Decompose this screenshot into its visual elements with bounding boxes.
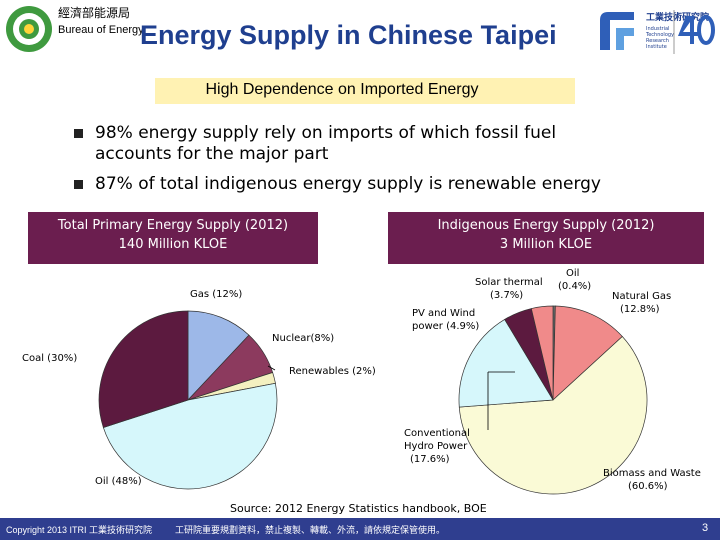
bullet-1-line-2: accounts for the major part <box>95 144 329 164</box>
footer-bar <box>0 518 720 540</box>
bullet-square-icon <box>74 180 83 189</box>
label-indig-oil-2: (0.4%) <box>558 281 591 292</box>
label-biomass-2: (60.6%) <box>628 481 668 492</box>
bullet-square-icon <box>74 129 83 138</box>
label-coal: Coal (30%) <box>22 353 77 364</box>
label-pv-wind-1: PV and Wind <box>412 308 475 319</box>
label-solar-thermal-2: (3.7%) <box>490 290 523 301</box>
left-chart-header: Total Primary Energy Supply (2012) 140 M… <box>28 212 318 264</box>
label-natural-gas-2: (12.8%) <box>620 304 660 315</box>
left-chart-subtitle: 140 Million KLOE <box>118 237 228 252</box>
indigenous-supply-pie <box>458 305 648 495</box>
label-solar-thermal-1: Solar thermal <box>475 277 543 288</box>
subtitle-banner <box>155 78 575 104</box>
label-renewables: Renewables (2%) <box>289 366 376 377</box>
bullet-1-line-1: 98% energy supply rely on imports of whi… <box>95 123 557 143</box>
renewables-leader-line <box>267 365 276 371</box>
page-number: 3 <box>702 522 709 534</box>
page-subtitle: High Dependence on Imported Energy <box>205 81 479 98</box>
left-chart-title: Total Primary Energy Supply (2012) <box>57 218 289 233</box>
confidential-note: 工研院重要規劃資料，禁止複製、轉載、外流，請依規定保管使用。 <box>175 526 446 536</box>
label-oil: Oil (48%) <box>95 476 142 487</box>
label-hydro-3: (17.6%) <box>410 454 450 465</box>
total-supply-pie <box>98 310 278 490</box>
indigenous-slice-5 <box>530 305 554 401</box>
right-chart-subtitle: 3 Million KLOE <box>499 237 593 252</box>
label-pv-wind-2: power (4.9%) <box>412 321 479 332</box>
total-slice-3 <box>102 382 278 490</box>
label-gas: Gas (12%) <box>190 289 242 300</box>
right-chart-header: Indigenous Energy Supply (2012) 3 Millio… <box>388 212 704 264</box>
itri-name-english: Industrial Technology Research Institute <box>646 26 675 50</box>
copyright-text: Copyright 2013 ITRI 工業技術研究院 <box>6 525 153 535</box>
page-title: Energy Supply in Chinese Taipei <box>140 20 557 50</box>
total-slice-0 <box>187 310 250 401</box>
label-biomass-1: Biomass and Waste <box>603 468 701 479</box>
label-hydro-2: Hydro Power <box>404 441 468 452</box>
label-natural-gas-1: Natural Gas <box>612 291 671 302</box>
itri-name-chinese: 工業技術研究院 <box>646 13 710 23</box>
total-slice-4 <box>98 310 189 428</box>
indigenous-slice-2 <box>458 336 648 495</box>
bullet-2-line-1: 87% of total indigenous energy supply is… <box>95 174 601 194</box>
itri-logo-icon <box>600 12 634 50</box>
label-indig-oil-1: Oil <box>566 268 579 279</box>
org-name-chinese: 經濟部能源局 <box>58 6 131 20</box>
right-chart-title: Indigenous Energy Supply (2012) <box>437 218 655 233</box>
anniversary-logo-icon <box>673 10 715 54</box>
source-note: Source: 2012 Energy Statistics handbook,… <box>230 502 487 515</box>
bureau-of-energy-logo-icon <box>6 6 52 52</box>
org-name-english: Bureau of Energy <box>58 24 144 36</box>
indigenous-slice-1 <box>552 305 623 401</box>
label-hydro-1: Conventional <box>404 428 470 439</box>
label-nuclear: Nuclear(8%) <box>272 333 334 344</box>
indigenous-slice-3 <box>458 318 554 408</box>
